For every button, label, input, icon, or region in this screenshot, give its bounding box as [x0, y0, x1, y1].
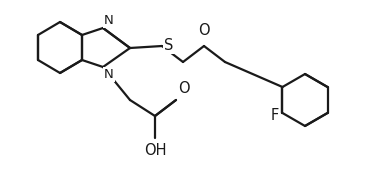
Text: O: O — [178, 81, 190, 96]
Text: N: N — [104, 68, 114, 81]
Text: F: F — [270, 108, 279, 122]
Text: S: S — [164, 37, 173, 53]
Text: O: O — [198, 23, 210, 38]
Text: N: N — [104, 14, 114, 27]
Text: OH: OH — [144, 143, 166, 158]
